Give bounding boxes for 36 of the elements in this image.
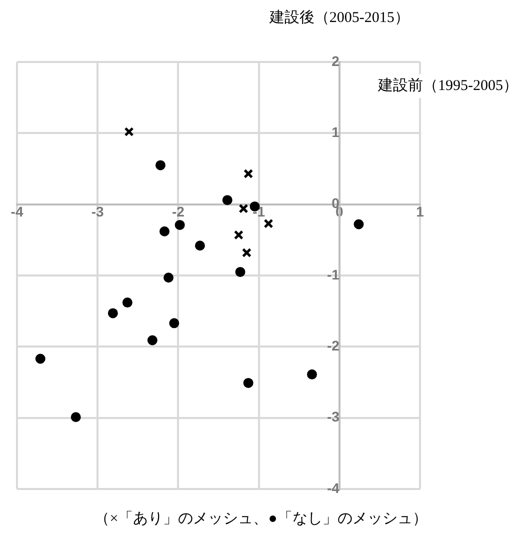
point <box>124 126 134 137</box>
point <box>243 378 254 388</box>
y-tick-label: -4 <box>326 480 340 496</box>
point <box>122 298 132 308</box>
point <box>35 354 46 364</box>
point <box>242 248 252 258</box>
point <box>354 219 364 230</box>
point <box>160 226 170 236</box>
x-tick-label: -1 <box>252 204 266 220</box>
point <box>70 412 81 422</box>
y-axis-title: 建設後（2005-2015） <box>268 8 410 26</box>
x-tick-label: -2 <box>172 204 185 220</box>
x-axis-title: 建設前（1995-2005） <box>377 76 518 94</box>
point <box>222 195 232 206</box>
y-tick-label: -3 <box>326 408 340 425</box>
y-tick-label: 1 <box>332 124 340 140</box>
point <box>238 204 248 214</box>
point <box>108 308 118 318</box>
y-tick-label: -2 <box>326 338 340 354</box>
x-tick-label: 1 <box>416 204 424 220</box>
point <box>306 369 317 380</box>
y-tick-label: -1 <box>326 266 340 282</box>
point <box>155 160 166 170</box>
x-tick-label: -4 <box>10 204 24 220</box>
point <box>169 318 180 328</box>
point <box>194 240 205 251</box>
x-tick-label: -3 <box>91 204 104 220</box>
point <box>235 266 246 277</box>
text: （×「あり」のメッシュ、●「なし」のメッシュ） <box>94 510 428 527</box>
point <box>244 168 254 179</box>
y-tick-label: 2 <box>332 52 340 69</box>
point <box>164 272 174 283</box>
point <box>147 335 158 346</box>
point <box>174 220 185 230</box>
point <box>264 218 274 228</box>
point <box>234 230 244 240</box>
